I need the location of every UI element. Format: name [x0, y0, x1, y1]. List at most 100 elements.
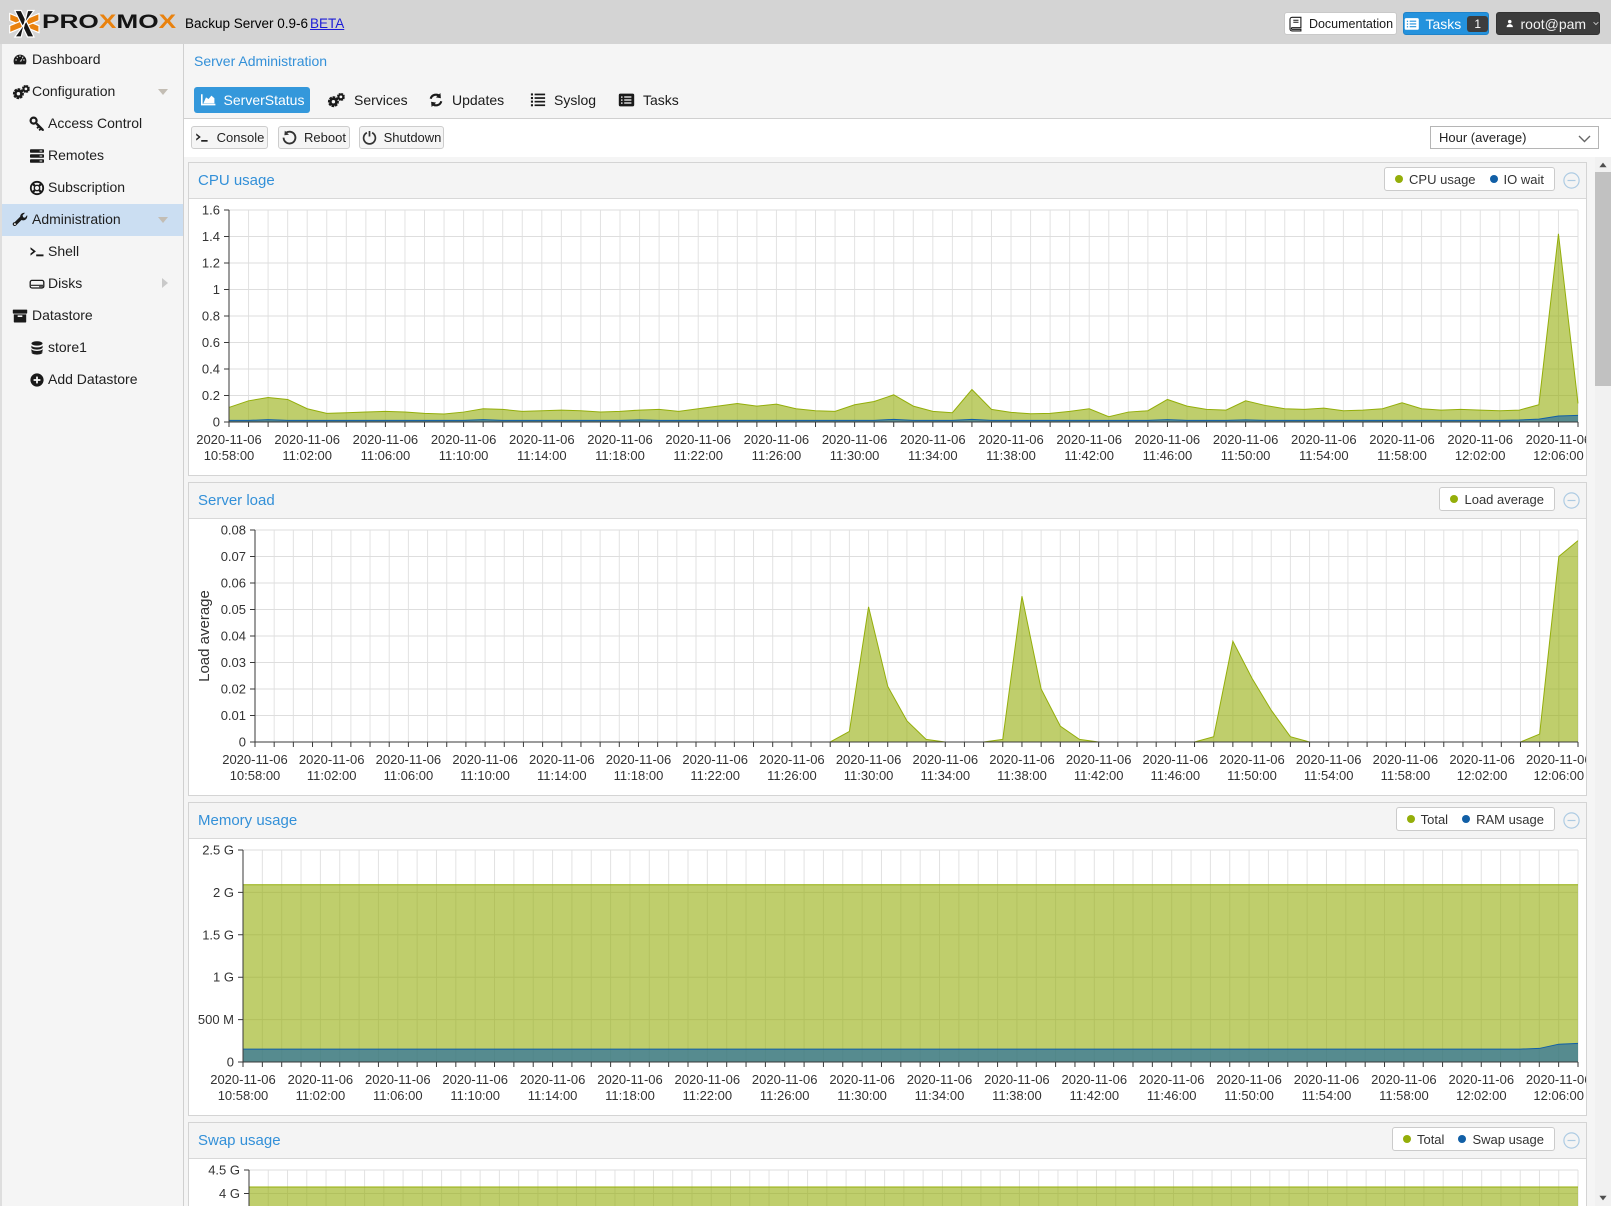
svg-text:0.06: 0.06 [221, 576, 246, 591]
svg-text:2020-11-06: 2020-11-06 [1526, 432, 1586, 447]
svg-text:2020-11-06: 2020-11-06 [744, 432, 810, 447]
svg-text:2020-11-06: 2020-11-06 [606, 752, 672, 767]
svg-text:2020-11-06: 2020-11-06 [442, 1072, 508, 1087]
svg-text:2020-11-06: 2020-11-06 [1369, 432, 1435, 447]
svg-text:11:22:00: 11:22:00 [682, 1088, 732, 1103]
svg-text:11:18:00: 11:18:00 [595, 448, 645, 463]
svg-text:10:58:00: 10:58:00 [204, 448, 255, 463]
svg-text:0.03: 0.03 [221, 655, 246, 670]
svg-text:0: 0 [213, 415, 220, 430]
svg-text:11:38:00: 11:38:00 [997, 768, 1047, 783]
svg-text:11:46:00: 11:46:00 [1150, 768, 1200, 783]
svg-text:11:50:00: 11:50:00 [1227, 768, 1277, 783]
svg-text:1.6: 1.6 [202, 203, 220, 218]
svg-text:11:26:00: 11:26:00 [767, 768, 817, 783]
svg-text:0.02: 0.02 [221, 682, 246, 697]
svg-text:11:06:00: 11:06:00 [384, 768, 434, 783]
svg-text:2020-11-06: 2020-11-06 [675, 1072, 741, 1087]
svg-text:2020-11-06: 2020-11-06 [900, 432, 966, 447]
svg-text:1.4: 1.4 [202, 229, 220, 244]
svg-text:2020-11-06: 2020-11-06 [1135, 432, 1201, 447]
svg-text:0.08: 0.08 [221, 523, 246, 538]
svg-text:11:02:00: 11:02:00 [282, 448, 332, 463]
svg-text:2020-11-06: 2020-11-06 [836, 752, 902, 767]
svg-text:2020-11-06: 2020-11-06 [1213, 432, 1279, 447]
svg-text:2020-11-06: 2020-11-06 [1526, 1072, 1586, 1087]
svg-text:11:38:00: 11:38:00 [986, 448, 1036, 463]
svg-text:11:34:00: 11:34:00 [908, 448, 958, 463]
svg-text:0.8: 0.8 [202, 309, 220, 324]
svg-text:2020-11-06: 2020-11-06 [752, 1072, 818, 1087]
svg-text:2020-11-06: 2020-11-06 [529, 752, 595, 767]
svg-text:11:10:00: 11:10:00 [460, 768, 510, 783]
svg-text:2020-11-06: 2020-11-06 [1447, 432, 1513, 447]
svg-text:11:02:00: 11:02:00 [307, 768, 357, 783]
svg-text:11:50:00: 11:50:00 [1224, 1088, 1274, 1103]
svg-text:2020-11-06: 2020-11-06 [376, 752, 442, 767]
svg-text:11:50:00: 11:50:00 [1221, 448, 1271, 463]
svg-text:11:38:00: 11:38:00 [992, 1088, 1042, 1103]
svg-text:2020-11-06: 2020-11-06 [913, 752, 979, 767]
svg-text:11:26:00: 11:26:00 [760, 1088, 810, 1103]
svg-text:2020-11-06: 2020-11-06 [431, 432, 497, 447]
svg-text:2020-11-06: 2020-11-06 [978, 432, 1044, 447]
svg-text:2020-11-06: 2020-11-06 [907, 1072, 973, 1087]
svg-text:11:42:00: 11:42:00 [1074, 768, 1124, 783]
svg-text:11:06:00: 11:06:00 [361, 448, 411, 463]
svg-text:0.2: 0.2 [202, 388, 220, 403]
svg-text:2020-11-06: 2020-11-06 [597, 1072, 663, 1087]
svg-text:2020-11-06: 2020-11-06 [1216, 1072, 1282, 1087]
svg-text:0.05: 0.05 [221, 602, 246, 617]
svg-text:1 G: 1 G [213, 970, 234, 985]
svg-text:12:06:00: 12:06:00 [1533, 1088, 1584, 1103]
svg-text:1.5 G: 1.5 G [202, 927, 234, 942]
svg-text:12:02:00: 12:02:00 [1456, 1088, 1507, 1103]
svg-text:2020-11-06: 2020-11-06 [1066, 752, 1132, 767]
svg-text:11:18:00: 11:18:00 [614, 768, 664, 783]
svg-text:1.2: 1.2 [202, 256, 220, 271]
svg-text:12:06:00: 12:06:00 [1533, 448, 1584, 463]
svg-text:2020-11-06: 2020-11-06 [288, 1072, 354, 1087]
svg-text:2020-11-06: 2020-11-06 [222, 752, 288, 767]
svg-text:12:02:00: 12:02:00 [1457, 768, 1508, 783]
svg-text:2020-11-06: 2020-11-06 [1143, 752, 1209, 767]
svg-text:11:42:00: 11:42:00 [1064, 448, 1114, 463]
svg-text:2020-11-06: 2020-11-06 [682, 752, 748, 767]
svg-text:11:30:00: 11:30:00 [844, 768, 894, 783]
svg-text:11:30:00: 11:30:00 [837, 1088, 887, 1103]
svg-text:0.07: 0.07 [221, 549, 246, 564]
svg-text:11:02:00: 11:02:00 [296, 1088, 346, 1103]
svg-text:11:34:00: 11:34:00 [915, 1088, 965, 1103]
svg-text:2020-11-06: 2020-11-06 [1056, 432, 1122, 447]
svg-text:11:54:00: 11:54:00 [1302, 1088, 1352, 1103]
svg-text:2020-11-06: 2020-11-06 [365, 1072, 431, 1087]
svg-text:2020-11-06: 2020-11-06 [984, 1072, 1050, 1087]
svg-text:2020-11-06: 2020-11-06 [520, 1072, 586, 1087]
svg-text:2020-11-06: 2020-11-06 [196, 432, 262, 447]
svg-text:11:10:00: 11:10:00 [439, 448, 489, 463]
svg-text:12:02:00: 12:02:00 [1455, 448, 1506, 463]
svg-text:11:26:00: 11:26:00 [752, 448, 802, 463]
svg-text:11:10:00: 11:10:00 [450, 1088, 500, 1103]
svg-text:2020-11-06: 2020-11-06 [1139, 1072, 1205, 1087]
svg-text:10:58:00: 10:58:00 [218, 1088, 269, 1103]
svg-text:0.6: 0.6 [202, 335, 220, 350]
svg-text:11:42:00: 11:42:00 [1069, 1088, 1119, 1103]
svg-text:11:34:00: 11:34:00 [920, 768, 970, 783]
svg-text:2020-11-06: 2020-11-06 [1373, 752, 1439, 767]
svg-text:2020-11-06: 2020-11-06 [665, 432, 731, 447]
svg-text:11:14:00: 11:14:00 [528, 1088, 578, 1103]
svg-text:11:14:00: 11:14:00 [537, 768, 587, 783]
svg-text:12:06:00: 12:06:00 [1533, 768, 1584, 783]
svg-text:11:22:00: 11:22:00 [673, 448, 723, 463]
svg-text:2020-11-06: 2020-11-06 [829, 1072, 895, 1087]
svg-text:2020-11-06: 2020-11-06 [1294, 1072, 1360, 1087]
svg-text:11:58:00: 11:58:00 [1379, 1088, 1429, 1103]
svg-text:0.4: 0.4 [202, 362, 220, 377]
svg-text:11:46:00: 11:46:00 [1147, 1088, 1197, 1103]
svg-text:4.5 G: 4.5 G [208, 1163, 240, 1178]
svg-text:11:22:00: 11:22:00 [690, 768, 740, 783]
svg-text:2020-11-06: 2020-11-06 [1449, 1072, 1515, 1087]
svg-text:500 M: 500 M [198, 1012, 234, 1027]
svg-text:2020-11-06: 2020-11-06 [759, 752, 825, 767]
